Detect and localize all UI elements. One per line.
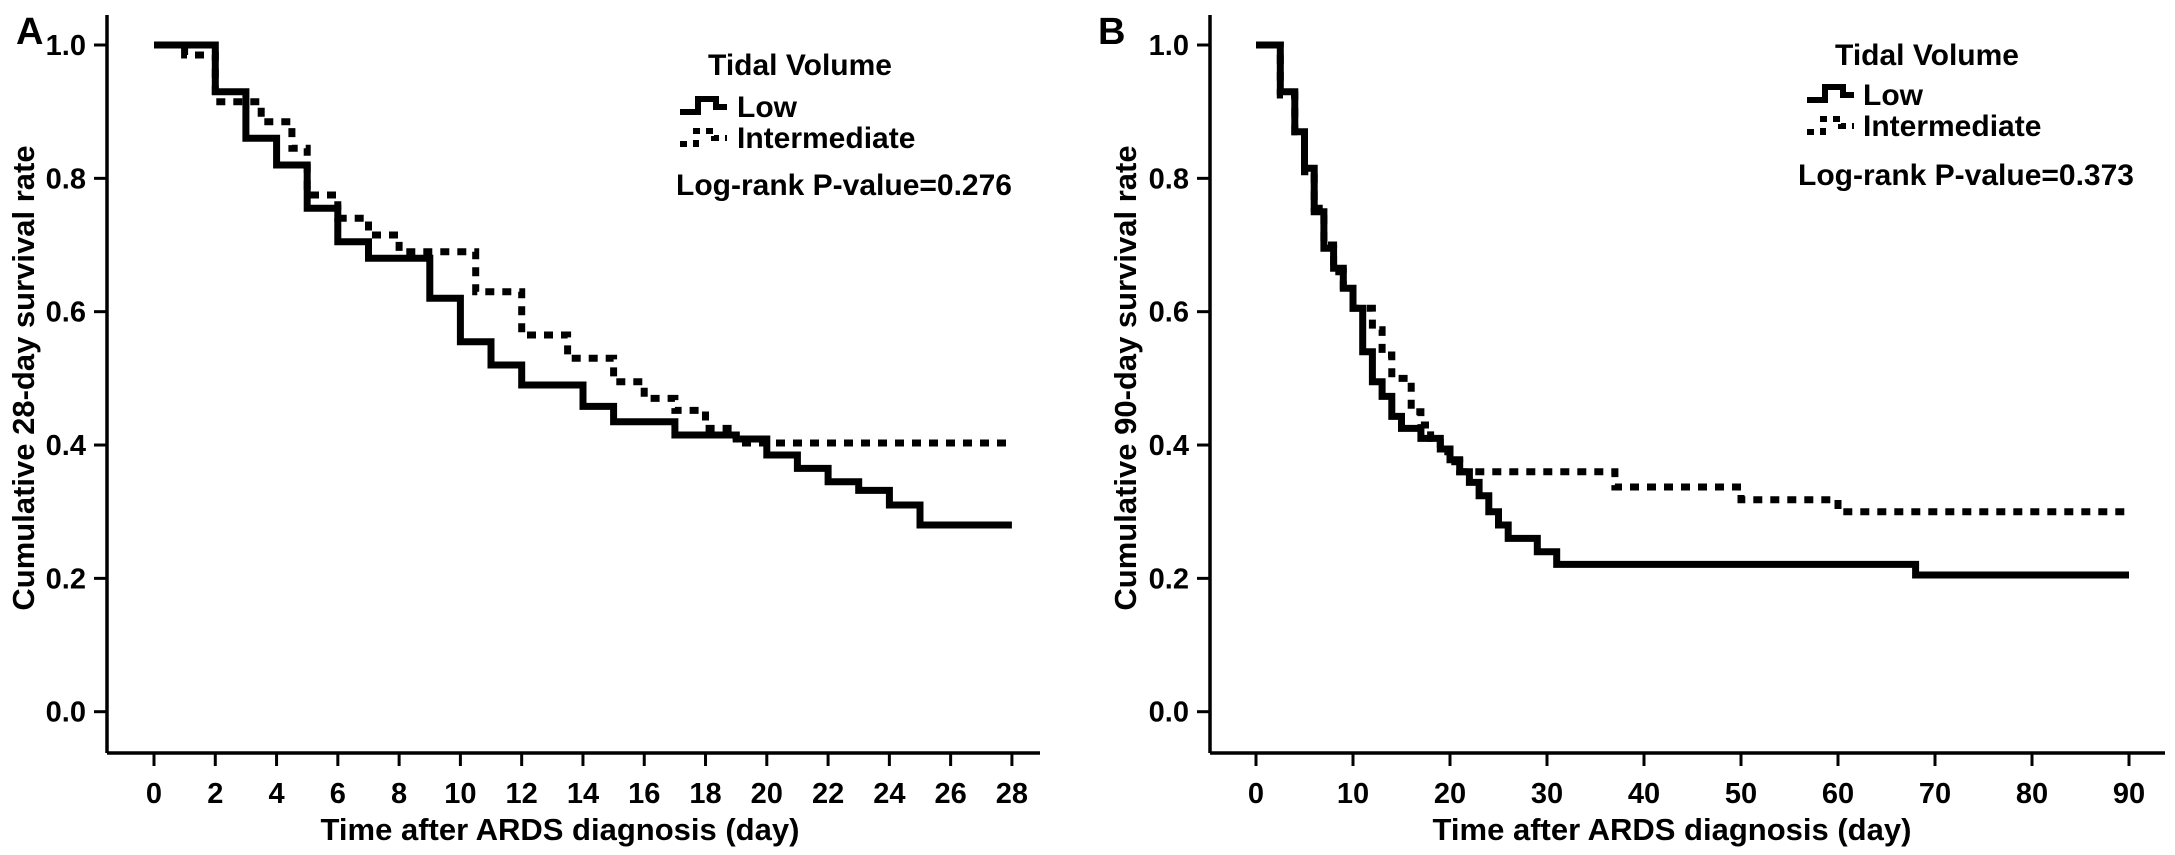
panel-a-y-tick-label: 0.6 [46,297,86,329]
panel-a-legend-entry-intermediate: Intermediate [737,122,915,155]
panel-b-x-tick-label: 20 [1434,778,1466,810]
panel-b-y-tick-label: 0.4 [1149,430,1189,462]
panel-a-x-tick-label: 16 [628,778,660,810]
axes-and-curves-layer: 1.00.80.60.40.20.00 2 4 6 8 10 12 14 16 18 20 22 24 2… [46,15,2165,810]
panel-a-x-tick-label: 6 [330,778,346,810]
panel-b-label: B [1098,11,1125,53]
panel-b-y-tick-label: 0.0 [1149,697,1189,729]
panel-a-survival-curve-intermediate [154,41,1012,447]
panel-b-x-tick-label: 80 [2016,778,2048,810]
panel-a-y-tick-label: 0.0 [46,697,86,729]
panel-a-x-tick-label: 0 [146,778,162,810]
panel-b-y-tick-label: 1.0 [1149,30,1189,62]
panel-b-y-tick-label: 0.6 [1149,297,1189,329]
panel-a-label: A [16,11,43,53]
panel-b-x-tick-label: 10 [1337,778,1369,810]
panel-b-x-tick-label: 30 [1531,778,1563,810]
panel-a-x-tick-label: 22 [812,778,844,810]
panel-a-low-legend-line-icon [680,96,727,115]
panel-a-legend-entry-low: Low [737,91,798,124]
panel-b-x-tick-label: 0 [1248,778,1264,810]
panel-b-legend-entry-low: Low [1863,79,1924,112]
panel-a-y-tick-label: 1.0 [46,30,86,62]
panel-b-legend-title: Tidal Volume [1835,39,2019,72]
panel-a-x-tick-label: 20 [751,778,783,810]
panel-a-x-tick-label: 26 [935,778,967,810]
panel-b-x-tick-label: 50 [1725,778,1757,810]
panel-b-x-tick-label: 90 [2113,778,2145,810]
panel-a-y-tick-label: 0.8 [46,163,86,195]
panel-b-x-tick-label: 40 [1628,778,1660,810]
panel-b-y-tick-label: 0.8 [1149,163,1189,195]
panel-a-survival-curve-low [154,41,1012,529]
panel-b-y-tick-label: 0.2 [1149,563,1189,595]
panel-a-x-tick-label: 4 [268,778,284,810]
panel-a-legend-title: Tidal Volume [708,49,892,82]
panel-a-x-tick-label: 28 [996,778,1028,810]
panel-b-intermediate-legend-line-icon [1807,116,1854,135]
panel-a-y-tick-label: 0.2 [46,563,86,595]
panel-b-logrank-annotation: Log-rank P-value=0.373 [1798,159,2134,192]
panel-b-legend-entry-intermediate: Intermediate [1863,110,2041,143]
panel-b-x-tick-label: 70 [1919,778,1951,810]
panel-a-x-tick-label: 8 [391,778,407,810]
panel-a-x-axis-title: Time after ARDS diagnosis (day) [321,812,800,847]
panel-a-y-axis-title: Cumulative 28-day survival rate [6,145,41,610]
panel-a-logrank-annotation: Log-rank P-value=0.276 [676,169,1012,202]
panel-a-x-tick-label: 2 [207,778,223,810]
panel-b-x-axis-title: Time after ARDS diagnosis (day) [1433,812,1912,847]
panel-a-y-tick-label: 0.4 [46,430,86,462]
panel-b-y-axis-title: Cumulative 90-day survival rate [1108,145,1143,610]
panel-a-x-tick-label: 24 [873,778,905,810]
panel-a-x-tick-label: 12 [506,778,538,810]
panel-a-x-tick-label: 14 [567,778,599,810]
panel-a-x-tick-label: 10 [444,778,476,810]
panel-a-x-tick-label: 18 [689,778,721,810]
panel-a-intermediate-legend-line-icon [680,128,727,147]
panel-b-x-tick-label: 60 [1822,778,1854,810]
panel-b-low-legend-line-icon [1807,84,1854,103]
